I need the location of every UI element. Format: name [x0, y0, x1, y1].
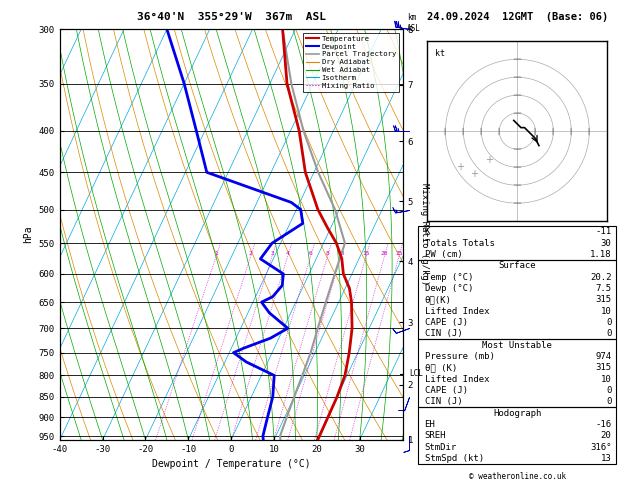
Text: +: + — [470, 170, 478, 179]
Text: Totals Totals: Totals Totals — [425, 239, 494, 247]
Text: +: + — [484, 155, 493, 165]
Text: 1.18: 1.18 — [590, 250, 611, 259]
Text: Hodograph: Hodograph — [493, 409, 542, 417]
Text: θᴇ (K): θᴇ (K) — [425, 363, 457, 372]
Text: km
ASL: km ASL — [407, 13, 421, 33]
Text: 15: 15 — [362, 251, 370, 256]
Text: 315: 315 — [595, 295, 611, 304]
Text: CIN (J): CIN (J) — [425, 397, 462, 406]
Text: θᴇ(K): θᴇ(K) — [425, 295, 452, 304]
Text: EH: EH — [425, 420, 435, 429]
Text: kt: kt — [435, 49, 445, 57]
Text: 2: 2 — [249, 251, 253, 256]
Text: 7.5: 7.5 — [595, 284, 611, 293]
Text: © weatheronline.co.uk: © weatheronline.co.uk — [469, 472, 566, 481]
Text: LCL: LCL — [409, 369, 423, 378]
Text: PW (cm): PW (cm) — [425, 250, 462, 259]
Text: 24.09.2024  12GMT  (Base: 06): 24.09.2024 12GMT (Base: 06) — [426, 12, 608, 22]
Text: 6: 6 — [309, 251, 313, 256]
Text: CIN (J): CIN (J) — [425, 329, 462, 338]
Text: 4: 4 — [286, 251, 289, 256]
Text: 8: 8 — [326, 251, 330, 256]
Text: SREH: SREH — [425, 431, 446, 440]
Y-axis label: hPa: hPa — [23, 226, 33, 243]
Text: +: + — [456, 162, 464, 172]
Text: Dewp (°C): Dewp (°C) — [425, 284, 473, 293]
Text: 0: 0 — [606, 386, 611, 395]
Text: 30: 30 — [601, 239, 611, 247]
Text: Surface: Surface — [499, 261, 536, 270]
Text: CAPE (J): CAPE (J) — [425, 318, 467, 327]
Text: -11: -11 — [595, 227, 611, 236]
Text: Pressure (mb): Pressure (mb) — [425, 352, 494, 361]
Text: 10: 10 — [601, 375, 611, 383]
Text: 20: 20 — [381, 251, 388, 256]
X-axis label: Dewpoint / Temperature (°C): Dewpoint / Temperature (°C) — [152, 459, 311, 469]
Text: 20: 20 — [601, 431, 611, 440]
Text: -16: -16 — [595, 420, 611, 429]
Text: 315: 315 — [595, 363, 611, 372]
Text: 974: 974 — [595, 352, 611, 361]
Text: 3: 3 — [270, 251, 274, 256]
Legend: Temperature, Dewpoint, Parcel Trajectory, Dry Adiabat, Wet Adiabat, Isotherm, Mi: Temperature, Dewpoint, Parcel Trajectory… — [303, 33, 399, 92]
Text: 13: 13 — [601, 454, 611, 463]
Text: 316°: 316° — [590, 443, 611, 451]
Text: 10: 10 — [601, 307, 611, 315]
Text: K: K — [425, 227, 430, 236]
Text: CAPE (J): CAPE (J) — [425, 386, 467, 395]
Text: 36°40'N  355°29'W  367m  ASL: 36°40'N 355°29'W 367m ASL — [136, 12, 326, 22]
Y-axis label: Mixing Ratio (g/kg): Mixing Ratio (g/kg) — [420, 183, 430, 286]
Text: Lifted Index: Lifted Index — [425, 375, 489, 383]
Text: 0: 0 — [606, 318, 611, 327]
Text: 0: 0 — [606, 397, 611, 406]
Text: Lifted Index: Lifted Index — [425, 307, 489, 315]
Text: Temp (°C): Temp (°C) — [425, 273, 473, 281]
Text: 1: 1 — [214, 251, 218, 256]
Text: 0: 0 — [606, 329, 611, 338]
Text: 10: 10 — [337, 251, 345, 256]
Text: StmSpd (kt): StmSpd (kt) — [425, 454, 484, 463]
Text: 20.2: 20.2 — [590, 273, 611, 281]
Text: 25: 25 — [395, 251, 403, 256]
Text: StmDir: StmDir — [425, 443, 457, 451]
Text: Most Unstable: Most Unstable — [482, 341, 552, 349]
